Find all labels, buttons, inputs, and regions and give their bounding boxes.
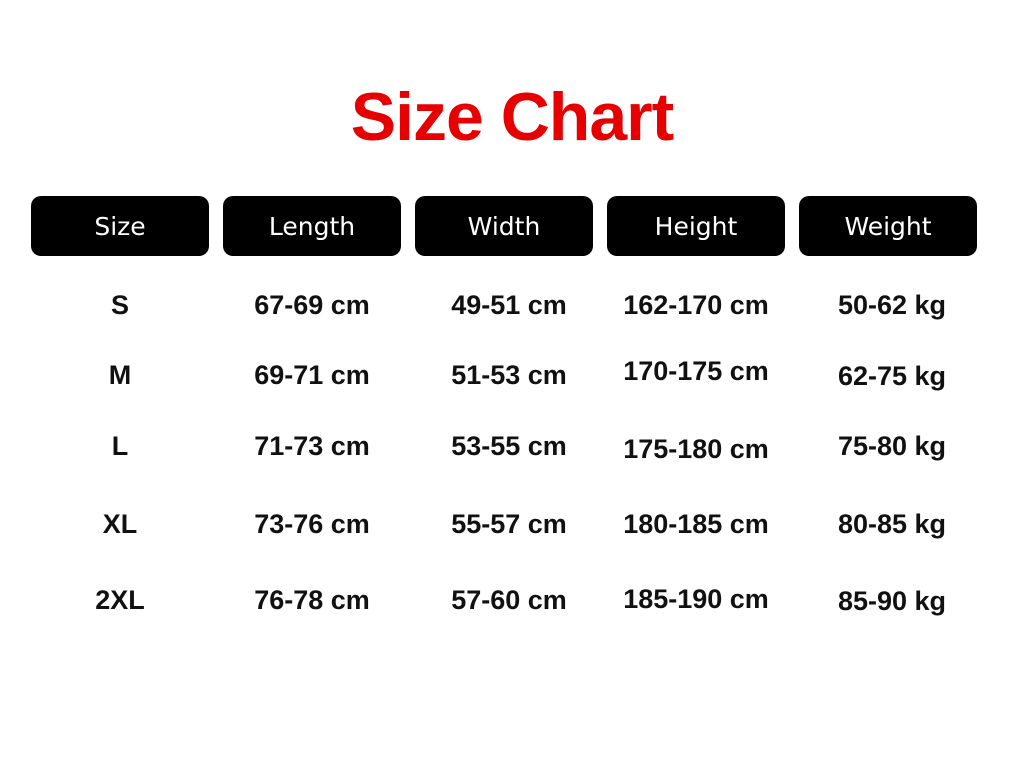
cell-size: S xyxy=(110,290,129,320)
cell-length: 73-76 cm xyxy=(254,509,370,539)
cell-width: 51-53 cm xyxy=(451,360,567,390)
header-length: Length xyxy=(223,196,401,256)
header-width: Width xyxy=(415,196,593,256)
cell-length: 69-71 cm xyxy=(254,360,370,390)
cell-length: 76-78 cm xyxy=(254,585,370,615)
cell-width: 49-51 cm xyxy=(451,290,567,320)
cell-size: L xyxy=(111,431,129,461)
cell-size: XL xyxy=(102,509,138,539)
cell-height: 175-180 cm xyxy=(623,434,769,464)
cell-height: 170-175 cm xyxy=(623,356,769,386)
cell-size: M xyxy=(108,360,132,390)
cell-height: 162-170 cm xyxy=(623,290,769,320)
page-title: Size Chart xyxy=(350,79,675,155)
cell-length: 71-73 cm xyxy=(254,431,370,461)
cell-size: 2XL xyxy=(95,585,145,615)
cell-width: 55-57 cm xyxy=(451,509,567,539)
cell-height: 185-190 cm xyxy=(623,584,769,614)
cell-height: 180-185 cm xyxy=(623,509,769,539)
cell-weight: 85-90 kg xyxy=(837,586,947,616)
header-weight: Weight xyxy=(799,196,977,256)
cell-length: 67-69 cm xyxy=(254,290,370,320)
cell-weight: 80-85 kg xyxy=(837,509,947,539)
cell-weight: 75-80 kg xyxy=(837,431,947,461)
cell-width: 57-60 cm xyxy=(451,585,567,615)
header-height: Height xyxy=(607,196,785,256)
cell-weight: 62-75 kg xyxy=(837,361,947,391)
cell-width: 53-55 cm xyxy=(451,431,567,461)
cell-weight: 50-62 kg xyxy=(837,290,947,320)
header-size: Size xyxy=(31,196,209,256)
